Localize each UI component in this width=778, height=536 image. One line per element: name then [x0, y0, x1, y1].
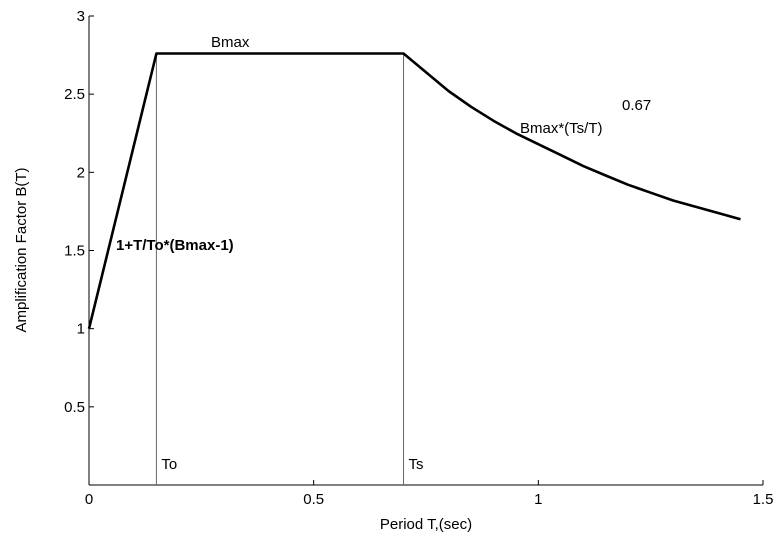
y-tick-label: 1.5 [64, 243, 85, 260]
series-line [87, 52, 741, 330]
vertical-line-label-to: To [161, 456, 177, 473]
y-tick-label: 2 [77, 164, 85, 181]
y-axis-title: Amplification Factor B(T) [13, 167, 30, 332]
vertical-line-label-ts: Ts [409, 456, 424, 473]
vertical-markers: To Ts [155, 53, 424, 485]
y-ticks: 0.5 1 1.5 2 2.5 3 [64, 8, 94, 416]
x-tick-label: 0.5 [303, 491, 324, 508]
annotation-exponent: 0.67 [622, 97, 651, 114]
series-group [87, 52, 741, 330]
x-ticks: 0 0.5 1 1.5 [85, 480, 774, 508]
y-tick-label: 3 [77, 8, 85, 25]
x-tick-label: 0 [85, 491, 93, 508]
x-tick-label: 1 [534, 491, 542, 508]
y-tick-label: 0.5 [64, 399, 85, 416]
annotation-plateau: Bmax [211, 34, 250, 51]
annotation-rising: 1+T/To*(Bmax-1) [116, 237, 234, 254]
x-axis-title: Period T,(sec) [380, 516, 472, 533]
y-tick-label: 1 [77, 321, 85, 338]
y-tick-label: 2.5 [64, 86, 85, 103]
x-tick-label: 1.5 [753, 491, 774, 508]
annotation-falling: Bmax*(Ts/T) [520, 120, 603, 137]
